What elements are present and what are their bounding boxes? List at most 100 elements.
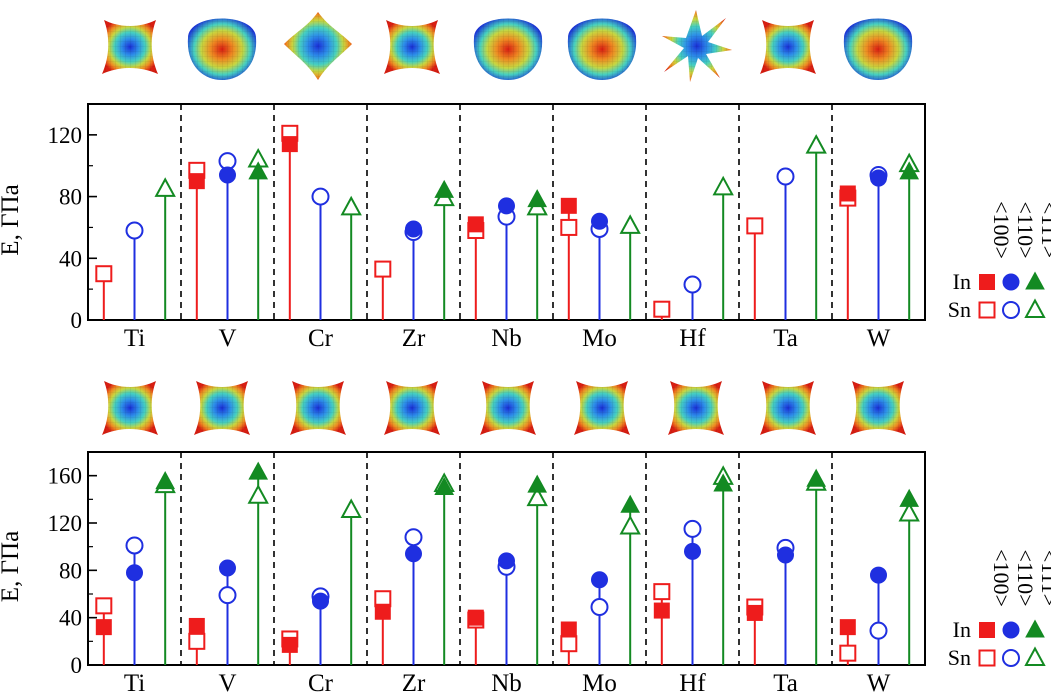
data-point-in	[807, 470, 825, 487]
data-point-sn	[156, 179, 174, 196]
data-point-sn	[654, 302, 669, 317]
category-label-w: W	[867, 670, 891, 697]
data-point-in	[406, 546, 422, 562]
data-point-in	[249, 463, 267, 480]
data-point-in	[654, 603, 669, 618]
surface-icon	[102, 381, 158, 435]
data-point-sn	[778, 169, 794, 185]
legend-direction-label: <111>	[1037, 550, 1051, 606]
legend-marker	[980, 303, 995, 318]
legend: <100> <110> <111> In Sn	[948, 549, 1051, 670]
legend-marker	[980, 623, 995, 638]
data-point-in	[468, 610, 483, 625]
data-point-sn	[561, 636, 576, 651]
y-tick-label: 0	[71, 653, 83, 678]
data-point-sn	[189, 634, 204, 649]
data-point-in	[871, 170, 887, 186]
legend-row-label: In	[953, 617, 971, 642]
data-point-sn	[342, 500, 360, 517]
legend-marker	[1026, 273, 1044, 290]
data-point-in	[499, 553, 515, 569]
category-label-nb: Nb	[491, 325, 522, 352]
surface-icon	[850, 381, 906, 435]
data-point-in	[375, 604, 390, 619]
surface-icon	[188, 19, 256, 81]
data-point-in	[900, 490, 918, 507]
category-label-zr: Zr	[402, 325, 426, 352]
surface-icon	[844, 19, 912, 81]
data-point-in	[685, 543, 701, 559]
y-tick-label: 80	[59, 185, 82, 210]
legend-marker	[1003, 622, 1019, 638]
category-label-ti: Ti	[124, 670, 145, 697]
chart-top: 0 40 80 120 E, ГПа Ti V Cr Zr Nb Mo Hf Ta W <100> <110>…	[0, 104, 1051, 352]
data-point-sn	[685, 521, 701, 537]
legend-marker	[1003, 650, 1019, 666]
y-tick-label: 40	[59, 606, 82, 631]
data-point-sn	[621, 517, 639, 534]
data-point-in	[561, 622, 576, 637]
category-label-ti: Ti	[124, 325, 145, 352]
legend-direction-label: <110>	[1013, 550, 1038, 607]
data-point-in	[156, 472, 174, 489]
data-point-in	[96, 620, 111, 635]
data-point-sn	[375, 262, 390, 277]
data-point-in	[840, 186, 855, 201]
legend-marker	[1003, 302, 1019, 318]
data-point-in	[220, 167, 236, 183]
legend-marker	[1003, 274, 1019, 290]
legend-marker	[1026, 621, 1044, 638]
data-point-in	[528, 190, 546, 207]
data-point-in	[282, 637, 297, 652]
y-axis-title: E, ГПа	[0, 184, 24, 255]
data-point-in	[871, 567, 887, 583]
surface-icon	[480, 381, 536, 435]
surface-icon	[662, 10, 732, 82]
legend-row-label: Sn	[948, 645, 971, 670]
surface-icon	[474, 19, 542, 81]
y-tick-label: 80	[59, 558, 82, 583]
data-point-sn	[127, 223, 143, 239]
legend: <100> <110> <111> In Sn	[948, 201, 1051, 322]
legend-direction-label: <100>	[989, 549, 1014, 607]
data-point-in	[406, 221, 422, 237]
data-point-in	[621, 496, 639, 513]
surface-icon	[568, 19, 636, 81]
data-point-in	[189, 618, 204, 633]
category-label-v: V	[218, 325, 236, 352]
data-point-in	[592, 572, 608, 588]
surface-icon	[384, 20, 440, 74]
category-label-hf: Hf	[679, 325, 706, 352]
data-point-sn	[406, 529, 422, 545]
data-point-sn	[714, 178, 732, 195]
category-label-nb: Nb	[491, 670, 522, 697]
data-point-in	[840, 620, 855, 635]
data-point-in	[189, 174, 204, 189]
category-label-w: W	[867, 325, 891, 352]
data-point-in	[778, 547, 794, 563]
y-axis-title: E, ГПа	[0, 531, 24, 602]
data-point-sn	[871, 623, 887, 639]
category-label-cr: Cr	[308, 325, 334, 352]
data-point-sn	[840, 646, 855, 661]
data-point-sn	[592, 599, 608, 615]
surface-icon	[290, 381, 346, 435]
legend-direction-label: <111>	[1037, 202, 1051, 258]
data-point-in	[561, 198, 576, 213]
data-point-sn	[127, 537, 143, 553]
y-tick-label: 40	[59, 246, 82, 271]
surface-icon	[668, 381, 724, 435]
data-point-sn	[96, 266, 111, 281]
legend-marker	[980, 651, 995, 666]
y-tick-label: 120	[48, 123, 83, 148]
legend-marker	[980, 275, 995, 290]
data-point-sn	[342, 198, 360, 215]
data-point-in	[435, 181, 453, 198]
data-point-sn	[561, 220, 576, 235]
surface-icon	[284, 12, 352, 80]
data-point-sn	[249, 486, 267, 503]
surface-icon	[194, 381, 250, 435]
data-point-sn	[313, 189, 329, 205]
data-point-in	[747, 605, 762, 620]
